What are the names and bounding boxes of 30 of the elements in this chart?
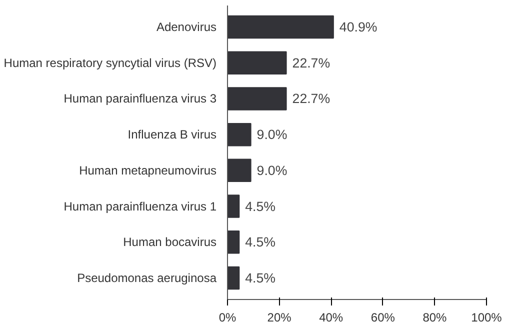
bar — [228, 194, 240, 218]
x-tick-label: 20% — [267, 310, 292, 324]
y-tick-label: Human parainfluenza virus 3 — [64, 92, 217, 106]
bar — [228, 122, 252, 146]
data-label: 4.5% — [245, 234, 276, 250]
x-tick-label: 60% — [370, 310, 396, 324]
x-tick-label: 80% — [422, 310, 448, 324]
data-label: 9.0% — [256, 162, 288, 178]
x-tick-label: 0% — [218, 310, 236, 324]
data-label: 4.5% — [245, 270, 276, 286]
bar — [228, 158, 252, 182]
bar — [228, 87, 287, 110]
x-tick-label: 40% — [319, 310, 344, 324]
bar — [228, 230, 240, 254]
y-tick-label: Human parainfluenza virus 1 — [64, 199, 217, 214]
x-tick-label: 100% — [471, 310, 502, 324]
y-tick-label: Influenza B virus — [128, 128, 217, 142]
y-tick-label: Adenovirus — [156, 20, 217, 34]
data-label: 4.5% — [245, 198, 276, 214]
data-label: 40.9% — [339, 20, 378, 35]
y-tick-label: Human metapneumovirus — [79, 163, 217, 178]
y-tick-label: Human bocavirus — [123, 235, 216, 250]
data-label: 22.7% — [292, 91, 330, 106]
data-label: 9.0% — [256, 127, 288, 142]
bar — [228, 266, 240, 290]
bar — [228, 15, 334, 39]
data-label: 22.7% — [292, 55, 330, 70]
bar — [228, 51, 287, 74]
y-tick-label: Human respiratory syncytial virus (RSV) — [4, 56, 217, 70]
y-tick-label: Pseudomonas aeruginosa — [77, 270, 217, 285]
